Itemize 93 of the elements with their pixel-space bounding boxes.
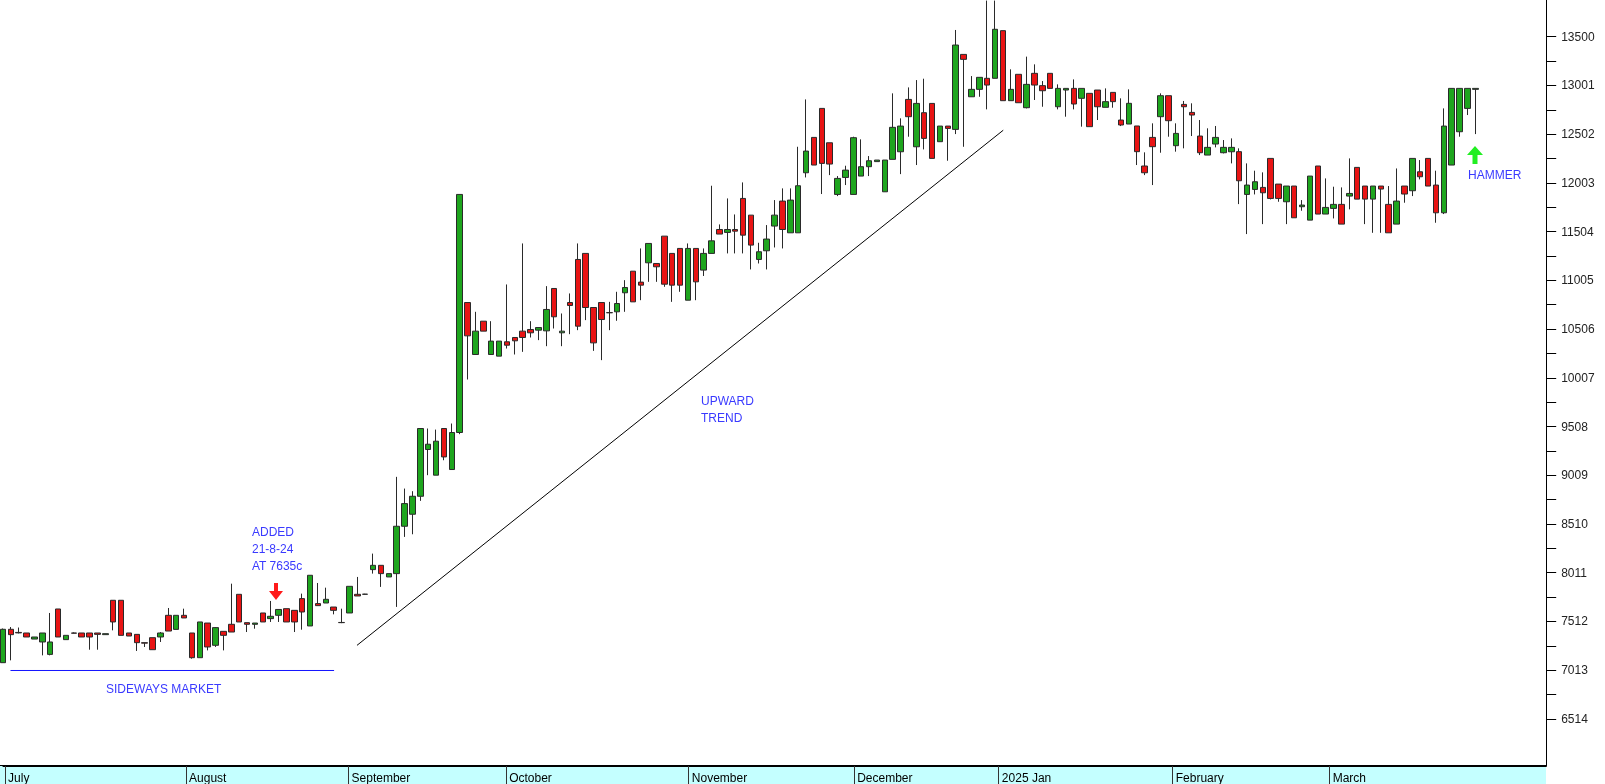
- y-tick-label: 11005: [1561, 273, 1594, 288]
- candlestick: [488, 320, 494, 355]
- x-tick-label: March: [1332, 771, 1367, 784]
- candlestick: [1134, 125, 1140, 166]
- y-tick-label: 9009: [1561, 468, 1589, 483]
- y-tick-label: 12502: [1561, 127, 1595, 142]
- x-tick-label: November: [691, 771, 748, 784]
- candlestick: [763, 224, 770, 270]
- candlestick: [929, 102, 935, 159]
- candlestick: [181, 608, 187, 619]
- candlestick: [118, 599, 124, 636]
- candlestick: [330, 606, 337, 615]
- candlestick: [1181, 100, 1187, 149]
- candlestick: [874, 159, 880, 163]
- candlestick: [638, 247, 644, 301]
- candlestick: [236, 593, 242, 623]
- x-tick-label: July: [8, 771, 30, 784]
- candlestick: [252, 622, 258, 630]
- candlestick: [1378, 185, 1384, 234]
- candlestick: [378, 564, 384, 588]
- candlestick: [614, 291, 620, 322]
- candlestick: [55, 608, 61, 638]
- annotation: ADDED 21-8-24 AT 7635c: [252, 523, 303, 575]
- candlestick: [630, 270, 636, 303]
- y-tick-label: 11504: [1561, 224, 1594, 239]
- candlestick: [323, 587, 329, 604]
- candlestick: [1244, 162, 1250, 235]
- candlestick: [1252, 170, 1258, 195]
- candlestick: [0, 628, 6, 664]
- y-tick-label: 6514: [1561, 711, 1589, 726]
- y-tick-label: 9508: [1561, 419, 1589, 434]
- x-tick-label: August: [189, 771, 228, 784]
- annotation: HAMMER: [1468, 166, 1522, 184]
- y-tick-label: 7013: [1561, 663, 1589, 678]
- y-tick-label: 8011: [1561, 565, 1588, 580]
- candlestick: [189, 632, 195, 660]
- candlestick: [740, 181, 746, 254]
- y-tick-label: 13500: [1561, 29, 1595, 44]
- candlestick: [992, 0, 998, 79]
- candlestick: [1149, 122, 1156, 186]
- candlestick: [866, 155, 872, 177]
- candlestick: [63, 634, 69, 641]
- y-tick-label: 13001: [1561, 78, 1595, 93]
- candlestick: [1000, 30, 1006, 102]
- x-tick-label: February: [1175, 771, 1224, 784]
- candlestick: [567, 292, 573, 335]
- candlestick: [1126, 88, 1132, 125]
- candlestick: [1141, 151, 1148, 176]
- y-tick-label: 8510: [1561, 517, 1589, 532]
- y-tick-label: 10007: [1561, 370, 1595, 385]
- candlestick: [937, 125, 943, 143]
- candlestick: [1425, 157, 1431, 187]
- y-tick-label: 10506: [1561, 322, 1595, 337]
- x-tick-label: October: [509, 771, 552, 784]
- candlestick: [803, 98, 809, 178]
- candlestick: [441, 428, 447, 461]
- candlestick: [1362, 185, 1368, 225]
- candlestick: [338, 608, 345, 624]
- candlestick: [645, 242, 652, 283]
- candlestick: [1370, 185, 1376, 234]
- candlestick: [126, 632, 132, 637]
- candlestick: [1189, 102, 1195, 137]
- candlestick: [496, 340, 502, 357]
- candlestick: [315, 582, 321, 607]
- candlestick: [1212, 125, 1219, 148]
- x-tick-label: September: [351, 771, 411, 784]
- annotation: UPWARD TREND: [701, 392, 754, 427]
- candlestick: [622, 279, 628, 313]
- candlestick: [677, 247, 683, 293]
- x-tick-label: December: [857, 771, 913, 784]
- candlestick: [685, 242, 691, 301]
- annotation: SIDEWAYS MARKET: [106, 680, 222, 698]
- candlestick: [244, 622, 250, 633]
- candlestick: [1299, 199, 1305, 212]
- candlestick: [811, 136, 817, 166]
- candlestick: [504, 283, 510, 350]
- candlestick: [1063, 87, 1069, 118]
- y-tick-label: 7512: [1561, 614, 1589, 629]
- candlestick: [1173, 122, 1179, 153]
- y-tick-label: 12003: [1561, 175, 1595, 190]
- candlestick: [1055, 83, 1061, 110]
- candlestick: [110, 599, 116, 631]
- x-tick-label: 2025 Jan: [1001, 771, 1052, 784]
- candlestick: [748, 214, 754, 270]
- candlestick: [433, 429, 439, 476]
- candlestick: [1433, 170, 1439, 224]
- candlestick: [1118, 97, 1124, 127]
- candlestick: [307, 574, 313, 627]
- candlestick: [370, 553, 376, 575]
- candlestick: [1307, 175, 1313, 221]
- candlestick: [834, 175, 841, 197]
- candlestick: [756, 242, 762, 264]
- candlestick: [559, 312, 565, 347]
